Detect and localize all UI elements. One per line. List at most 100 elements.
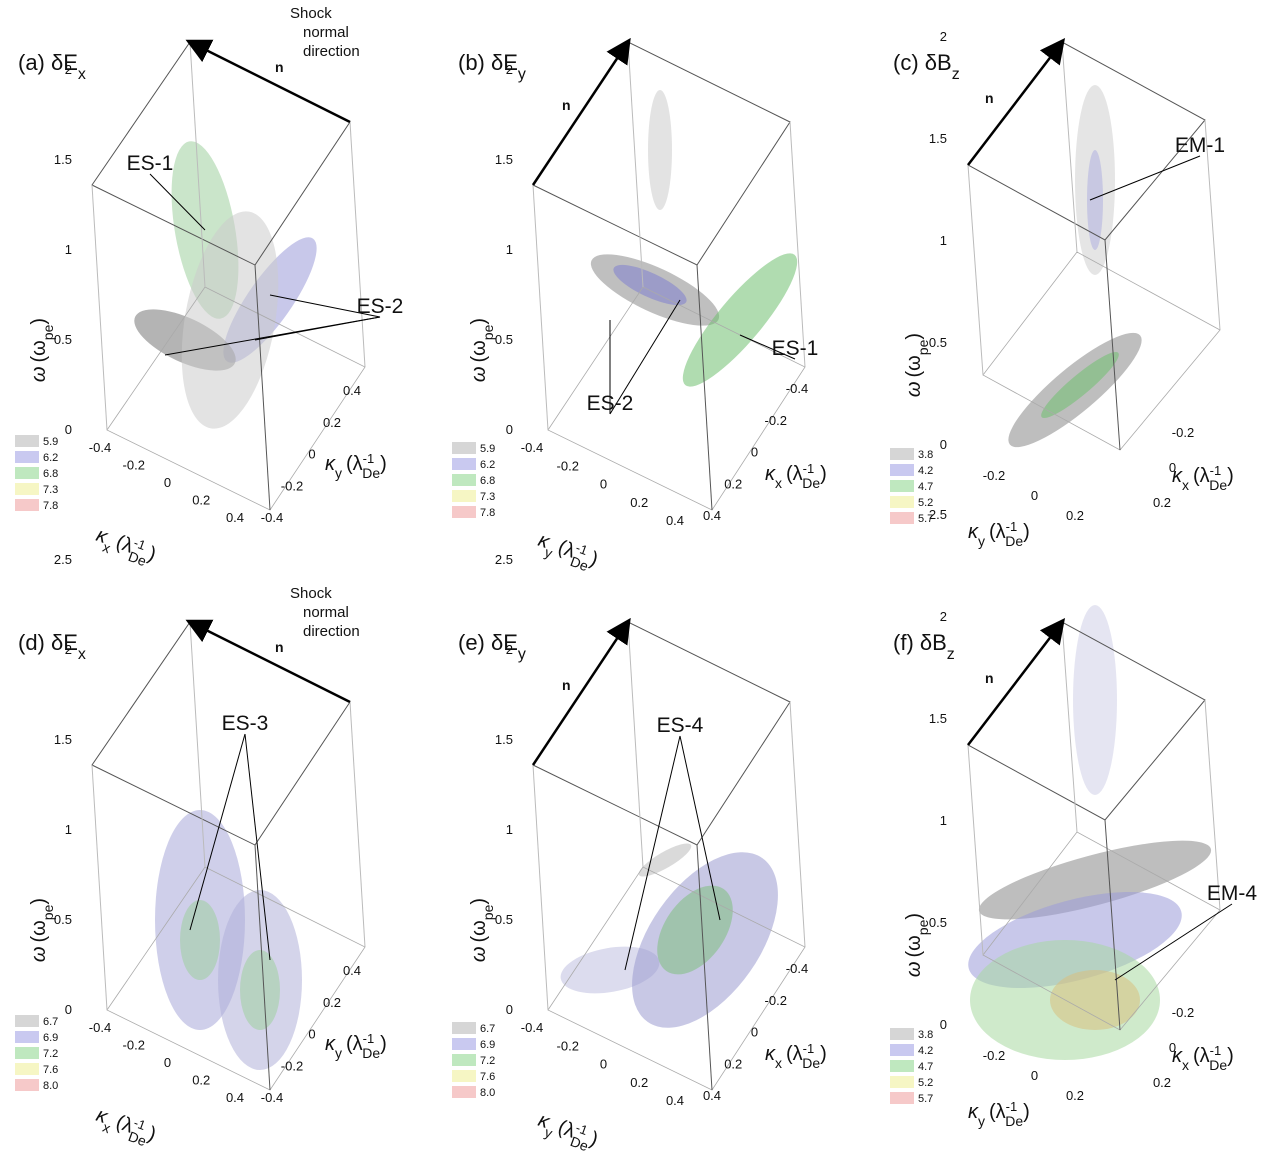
legend-swatch (890, 464, 914, 476)
text-part: x (775, 1055, 782, 1071)
z-tick-label: 2 (65, 642, 72, 657)
legend-label: 8.0 (480, 1087, 495, 1099)
z-tick-label: 2.5 (54, 552, 72, 567)
front-tick-label: 0.2 (1066, 508, 1084, 523)
box-edge (91, 764, 108, 1011)
z-axis-label: ω (ωpe) (28, 318, 56, 382)
legend-label: 3.8 (918, 449, 933, 461)
legend-swatch (452, 474, 476, 486)
box-edge (1104, 819, 1121, 1031)
front-axis-label: κy(λ-1De) (533, 1107, 602, 1157)
text-part: ω (903, 381, 925, 397)
text-part: De (1209, 1057, 1227, 1073)
text-part: -1 (1210, 1043, 1222, 1058)
side-axis-label: κy (λ-1 De) (325, 451, 387, 482)
legend-swatch (452, 1038, 476, 1050)
text-part: pe (40, 324, 56, 340)
text-part: (λ (1193, 465, 1210, 487)
text-part: (ω (903, 935, 925, 957)
legend-swatch (890, 480, 914, 492)
text-part: ) (28, 318, 50, 325)
normal-label: n (985, 670, 994, 686)
box-edge (1061, 621, 1078, 833)
side-tick-label: -0.2 (281, 1058, 303, 1073)
isosurface (613, 264, 687, 306)
z-tick-label: 0 (65, 1002, 72, 1017)
front-tick-label: 0.2 (1066, 1088, 1084, 1103)
text-part: x (775, 475, 782, 491)
text-part: (λ (113, 1111, 136, 1137)
annotation: ES-2 (587, 392, 634, 415)
front-tick-label: -0.4 (521, 1020, 543, 1035)
side-tick-label: 0.4 (343, 963, 361, 978)
annotation-line (1089, 155, 1201, 201)
text-part: κ (765, 1043, 776, 1065)
text-part: x (1182, 477, 1189, 493)
legend-label: 4.2 (918, 1045, 933, 1057)
text-part: κ (968, 1101, 979, 1123)
legend-label: 6.2 (43, 452, 58, 464)
legend-swatch (15, 1015, 39, 1027)
text-part: (b) δE (458, 50, 518, 75)
side-tick-label: 0.4 (703, 1088, 721, 1103)
text-part: pe (480, 904, 496, 920)
legend-label: 7.8 (43, 500, 58, 512)
front-tick-label: -0.4 (89, 440, 111, 455)
text-part: y (335, 1045, 342, 1061)
text-part: (λ (786, 463, 803, 485)
front-tick-label: -0.2 (983, 468, 1005, 483)
legend-swatch (890, 1028, 914, 1040)
z-tick-label: 1 (506, 822, 513, 837)
text-part: De (126, 1128, 148, 1149)
legend-swatch (890, 496, 914, 508)
text-part: (λ (989, 1101, 1006, 1123)
legend-label: 6.7 (43, 1016, 58, 1028)
legend-label: 7.3 (480, 491, 495, 503)
legend-swatch (890, 1076, 914, 1088)
text-part: -1 (363, 451, 375, 466)
text-part: pe (480, 324, 496, 340)
front-tick-label: 0 (600, 1057, 607, 1072)
panel-title: (c) δBz (893, 50, 960, 83)
front-tick-label: 0 (164, 1055, 171, 1070)
shock-label: Shock (290, 585, 332, 602)
legend-swatch (15, 499, 39, 511)
isosurface (181, 211, 279, 429)
panel-title: (e) δEy (458, 630, 526, 663)
z-tick-label: 2 (506, 62, 513, 77)
legend-label: 4.7 (918, 481, 933, 493)
panel: n(c) δBz00.511.522.5-0.200.20.20-0.2κy(λ… (890, 29, 1234, 549)
text-part: De (802, 1055, 820, 1071)
box-edge (1104, 239, 1121, 451)
annotation-line (609, 299, 681, 415)
text-part: -1 (803, 1041, 815, 1056)
legend-swatch (890, 1060, 914, 1072)
text-part: κ (968, 521, 979, 543)
text-part: -1 (1006, 1099, 1018, 1114)
text-part: y (978, 533, 985, 549)
annotation: EM-4 (1207, 882, 1257, 905)
z-tick-label: 0 (940, 1017, 947, 1032)
z-tick-label: 0 (506, 1002, 513, 1017)
z-tick-label: 0.5 (929, 915, 947, 930)
isosurface (1041, 351, 1119, 419)
side-axis-label: κx (λ-1 De) (1172, 1043, 1234, 1074)
front-tick-label: -0.2 (123, 1038, 145, 1053)
box-edge (789, 121, 806, 368)
z-tick-label: 0.5 (54, 912, 72, 927)
z-axis-label: ω (ωpe) (903, 333, 931, 397)
text-part: -1 (132, 1115, 148, 1133)
text-part: pe (915, 339, 931, 355)
side-tick-label: -0.2 (281, 478, 303, 493)
text-part: De (568, 553, 590, 574)
legend-swatch (15, 1031, 39, 1043)
text-part: ) (1227, 465, 1234, 487)
side-tick-label: 0.2 (323, 415, 341, 430)
z-tick-label: 2 (65, 62, 72, 77)
text-part: (d) δE (18, 630, 78, 655)
text-part: (λ (555, 1116, 578, 1142)
box-edge (789, 701, 806, 948)
side-tick-label: 0.2 (1153, 495, 1171, 510)
panel-title: (b) δEy (458, 50, 526, 83)
